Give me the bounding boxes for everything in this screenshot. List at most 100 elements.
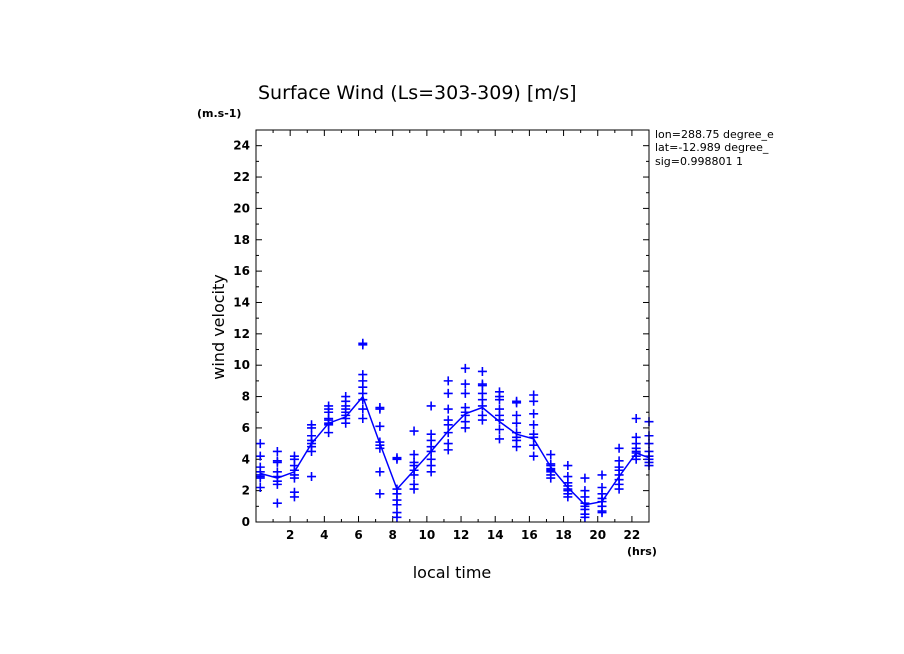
data-point-90 [443, 388, 453, 398]
data-point-168 [597, 508, 607, 518]
data-point-63 [375, 467, 385, 477]
data-point-85 [426, 446, 436, 456]
data-point-96 [443, 445, 453, 455]
info-lat: lat=-12.989 degree_ [655, 141, 769, 154]
data-point-145 [563, 461, 573, 471]
data-point-112 [477, 415, 487, 425]
data-point-131 [529, 409, 539, 419]
data-point-123 [512, 410, 522, 420]
y-tick-label-20: 20 [233, 201, 250, 215]
y-tick-label-2: 2 [242, 484, 250, 498]
x-unit-label: (hrs) [627, 545, 657, 558]
data-point-64 [375, 489, 385, 499]
data-point-134 [529, 432, 539, 442]
data-point-120 [494, 434, 504, 444]
info-annotations: lon=288.75 degree_e lat=-12.989 degree_ … [655, 128, 774, 168]
data-point-59 [375, 421, 385, 431]
data-point-89 [443, 376, 453, 386]
data-point-49 [358, 340, 368, 350]
x-tick-label-6: 6 [354, 528, 362, 542]
data-point-6 [255, 473, 265, 483]
data-point-98 [460, 379, 470, 389]
data-point-91 [443, 404, 453, 414]
y-unit-label: (m.s-1) [197, 107, 241, 120]
data-point-184 [631, 454, 641, 464]
data-point-47 [341, 418, 351, 428]
y-tick-label-24: 24 [233, 139, 250, 153]
x-tick-label-14: 14 [487, 528, 504, 542]
x-tick-label-4: 4 [320, 528, 328, 542]
data-point-25 [307, 423, 317, 433]
x-tick-label-8: 8 [389, 528, 397, 542]
info-clip-mask [780, 125, 904, 175]
data-point-74 [409, 450, 419, 460]
data-point-136 [529, 451, 539, 461]
y-tick-label-4: 4 [242, 452, 250, 466]
data-point-55 [358, 404, 368, 414]
data-point-153 [580, 473, 590, 483]
data-point-115 [494, 395, 504, 405]
data-point-97 [460, 363, 470, 373]
data-point-10 [272, 457, 282, 467]
mean-line-group [260, 395, 650, 506]
data-point-124 [512, 418, 522, 428]
data-point-105 [477, 366, 487, 376]
data-point-66 [392, 454, 402, 464]
mean-line [260, 395, 650, 506]
data-point-31 [307, 472, 317, 482]
y-tick-label-12: 12 [233, 327, 250, 341]
data-point-135 [529, 440, 539, 450]
y-tick-label-22: 22 [233, 170, 250, 184]
data-point-128 [512, 442, 522, 452]
data-point-21 [289, 473, 299, 483]
y-axis-label: wind velocity [209, 274, 228, 379]
y-tick-label-10: 10 [233, 358, 250, 372]
data-point-104 [460, 423, 470, 433]
data-point-169 [614, 443, 624, 453]
data-point-122 [512, 398, 522, 408]
data-point-15 [272, 498, 282, 508]
chart-title: Surface Wind (Ls=303-309) [m/s] [258, 82, 577, 104]
x-axis-label: local time [413, 563, 492, 582]
data-point-94 [443, 428, 453, 438]
data-point-23 [289, 492, 299, 502]
data-point-14 [272, 479, 282, 489]
x-tick-label-2: 2 [286, 528, 294, 542]
data-point-152 [563, 492, 573, 502]
data-point-107 [477, 381, 487, 391]
data-point-110 [477, 401, 487, 411]
y-tick-label-18: 18 [233, 233, 250, 247]
data-point-62 [375, 443, 385, 453]
data-point-132 [529, 420, 539, 430]
data-point-72 [392, 512, 402, 522]
data-point-58 [375, 404, 385, 414]
data-point-8 [272, 446, 282, 456]
x-tick-label-10: 10 [419, 528, 436, 542]
data-point-73 [409, 426, 419, 436]
info-lon: lon=288.75 degree_e [655, 128, 774, 141]
data-point-7 [255, 483, 265, 493]
x-tick-label-18: 18 [555, 528, 572, 542]
x-tick-label-12: 12 [453, 528, 470, 542]
data-point-137 [546, 450, 556, 460]
data-point-30 [307, 446, 317, 456]
data-point-80 [409, 484, 419, 494]
data-point-93 [443, 420, 453, 430]
data-point-176 [614, 484, 624, 494]
data-point-81 [426, 401, 436, 411]
data-point-0 [255, 439, 265, 449]
x-tick-label-16: 16 [521, 528, 538, 542]
data-point-161 [597, 470, 607, 480]
y-tick-label-0: 0 [242, 515, 250, 529]
y-tick-label-6: 6 [242, 421, 250, 435]
x-tick-label-22: 22 [624, 528, 641, 542]
tick-marks [256, 130, 649, 522]
y-tick-label-14: 14 [233, 295, 250, 309]
data-point-160 [580, 512, 590, 522]
data-point-56 [358, 414, 368, 424]
data-point-70 [392, 500, 402, 510]
data-point-130 [529, 396, 539, 406]
data-point-38 [324, 420, 334, 430]
